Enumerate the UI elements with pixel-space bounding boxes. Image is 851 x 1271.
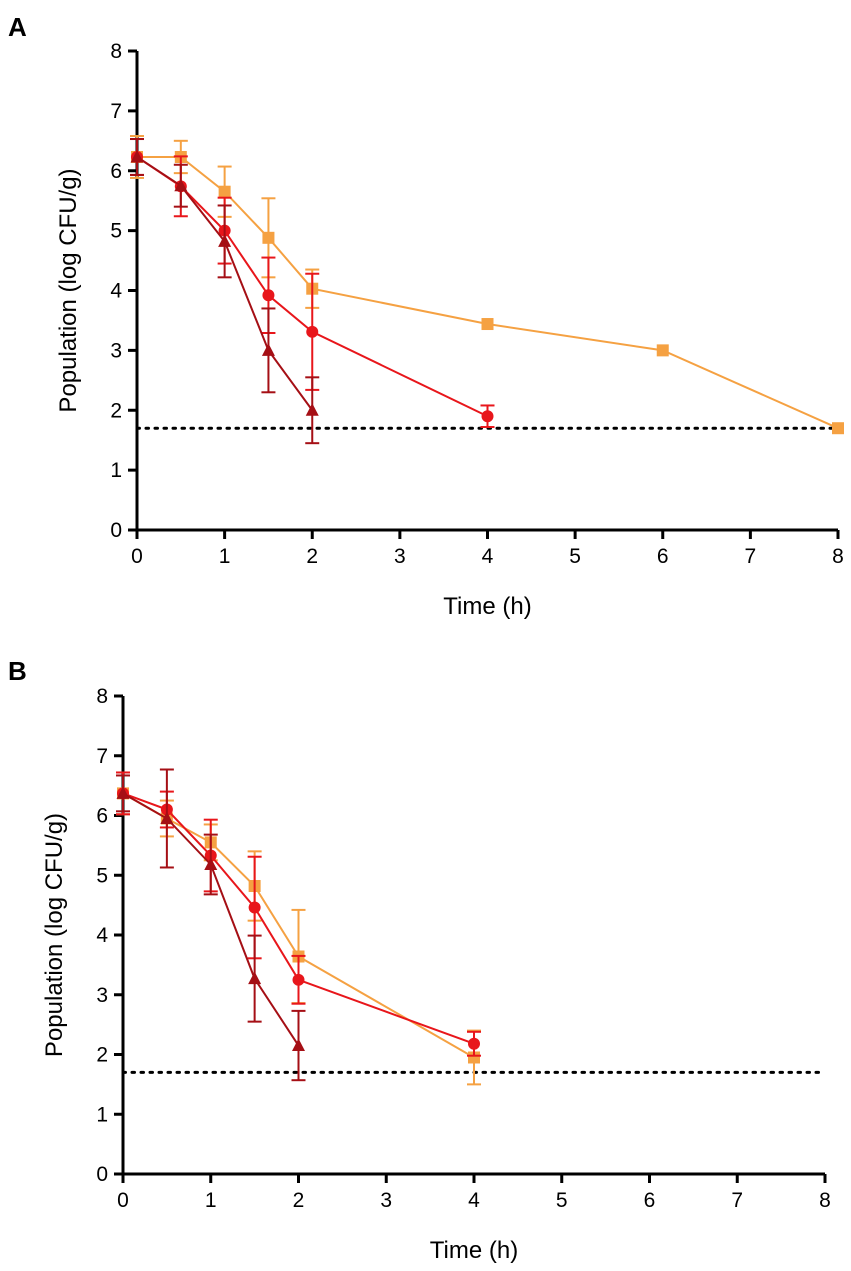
panel-b: B 0 1 2 3 4 5 6 7 8 0 1 2 3 4 5 6 7 8 Time (h) Population (… — [8, 656, 831, 1264]
x-tick-label: 3 — [380, 1189, 392, 1212]
data-point-circle — [468, 1037, 480, 1050]
y-axis-title: Population (log CFU/g) — [41, 813, 68, 1057]
data-point-triangle — [130, 149, 144, 163]
y-tick-label: 8 — [110, 40, 122, 63]
x-tick-label: 6 — [657, 545, 669, 568]
x-tick-label: 2 — [306, 545, 318, 568]
data-point-square — [468, 1051, 480, 1064]
series-line — [122, 792, 475, 1045]
y-tick-label: 7 — [96, 745, 108, 768]
y-tick-label: 6 — [110, 160, 122, 183]
y-tick-label: 6 — [96, 805, 108, 828]
series-orange-squares — [130, 135, 844, 435]
y-tick-label: 2 — [110, 399, 122, 422]
y-tick-label: 3 — [96, 984, 108, 1007]
panel-a-label: A — [8, 12, 27, 42]
x-tick-label: 4 — [482, 545, 494, 568]
x-tick-label: 0 — [117, 1189, 129, 1212]
y-tick-label: 0 — [96, 1163, 108, 1186]
x-tick-label: 5 — [569, 545, 581, 568]
x-tick-label: 2 — [293, 1189, 305, 1212]
data-point-circle — [292, 973, 305, 986]
series-darkred-triangles — [130, 138, 320, 445]
x-axis-title: Time (h) — [443, 593, 531, 620]
data-point-triangle — [305, 403, 319, 416]
data-point-square — [218, 185, 231, 198]
y-tick-label: 5 — [110, 220, 122, 243]
panel-b-label: B — [8, 656, 27, 686]
data-point-square — [656, 344, 669, 357]
data-point-square — [262, 231, 275, 244]
x-tick-label: 1 — [205, 1189, 217, 1212]
x-tick-label: 4 — [468, 1189, 480, 1212]
y-axis-title: Population (log CFU/g) — [55, 168, 82, 412]
data-point-circle — [248, 901, 261, 914]
data-point-circle — [306, 325, 319, 338]
data-point-triangle — [261, 343, 275, 356]
panel-a: A 0 1 2 3 4 5 6 7 8 0 1 2 3 4 5 6 7 8 Time (h) Population (… — [8, 12, 844, 620]
x-tick-label: 0 — [131, 545, 143, 568]
y-tick-label: 5 — [96, 864, 108, 887]
series-line — [137, 155, 839, 430]
x-tick-label: 1 — [219, 545, 231, 568]
data-point-square — [832, 422, 844, 435]
y-tick-label: 2 — [96, 1044, 108, 1067]
data-point-triangle — [204, 857, 218, 870]
data-point-triangle — [248, 971, 262, 985]
data-point-triangle — [174, 178, 188, 192]
x-tick-label: 7 — [731, 1189, 743, 1212]
data-point-triangle — [218, 234, 232, 247]
x-tick-label: 7 — [745, 545, 757, 568]
data-point-triangle — [160, 811, 174, 824]
x-axis-title: Time (h) — [430, 1237, 518, 1264]
y-tick-label: 1 — [110, 459, 122, 482]
y-tick-label: 3 — [110, 339, 122, 362]
y-tick-label: 1 — [96, 1103, 108, 1126]
x-tick-label: 6 — [644, 1189, 656, 1212]
series-darkred-triangles — [116, 768, 306, 1082]
x-tick-label: 8 — [819, 1189, 831, 1212]
x-tick-label: 5 — [556, 1189, 568, 1212]
x-tick-label: 8 — [832, 545, 844, 568]
y-tick-label: 7 — [110, 100, 122, 123]
y-tick-label: 4 — [110, 280, 122, 303]
y-tick-label: 4 — [96, 924, 108, 947]
data-point-square — [481, 318, 494, 331]
y-tick-label: 8 — [96, 685, 108, 708]
x-tick-label: 3 — [394, 545, 406, 568]
data-point-circle — [262, 289, 275, 302]
y-tick-label: 0 — [110, 519, 122, 542]
data-point-circle — [481, 410, 494, 423]
data-point-triangle — [292, 1038, 305, 1052]
data-point-triangle — [116, 786, 130, 799]
